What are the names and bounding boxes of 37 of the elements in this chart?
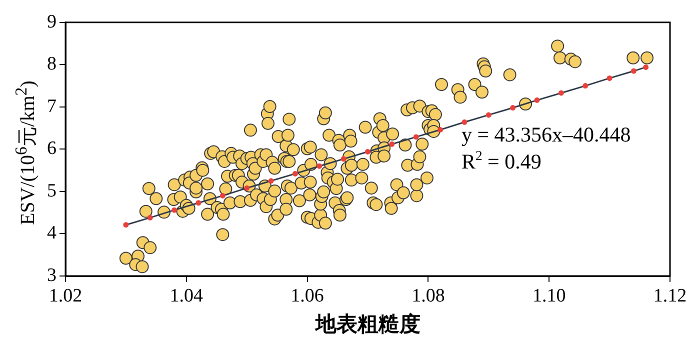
y-tick-label: 7 [47, 96, 56, 117]
x-axis-title: 地表粗糙度 [314, 312, 420, 336]
point [534, 97, 540, 103]
point [582, 83, 588, 89]
point [630, 68, 636, 74]
y-tick-label: 8 [47, 54, 56, 75]
point [316, 163, 322, 169]
point [147, 214, 153, 220]
annotation: y = 43.356x–40.448 [461, 122, 631, 147]
point [123, 222, 129, 228]
point [606, 75, 612, 81]
x-tick-label: 1.04 [170, 285, 204, 306]
y-tick-label: 6 [47, 138, 56, 160]
x-tick-label: 1.06 [290, 285, 324, 306]
point [486, 112, 492, 118]
y-tick-label: 3 [47, 264, 56, 286]
point [365, 148, 370, 154]
point [643, 64, 649, 70]
point [268, 178, 274, 184]
point [220, 192, 226, 198]
point [413, 134, 419, 140]
y-tick-label: 4 [47, 222, 57, 244]
point [292, 170, 298, 176]
x-tick-label: 1.02 [48, 285, 82, 306]
point [340, 156, 346, 162]
x-tick-label: 1.10 [532, 285, 566, 306]
point [558, 90, 564, 96]
point [172, 207, 178, 213]
x-tick-label: 1.08 [412, 285, 445, 306]
point [389, 141, 395, 147]
point [438, 127, 444, 133]
x-tick-label: 1.12 [653, 285, 687, 306]
y-tick-label: 9 [47, 11, 56, 32]
y-tick-label: 5 [47, 180, 56, 202]
point [462, 119, 468, 125]
point [196, 200, 202, 206]
point [510, 105, 516, 111]
